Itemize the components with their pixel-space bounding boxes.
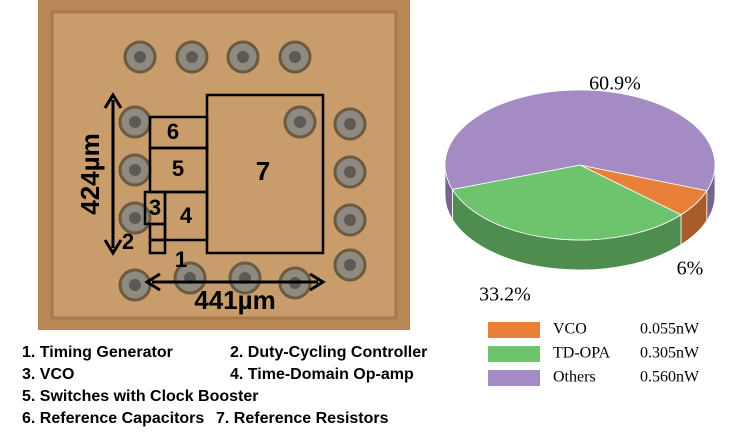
- legend-swatch: [488, 346, 540, 362]
- legend-label: VCO: [553, 321, 587, 338]
- value-label: 33.2%: [479, 284, 531, 306]
- slice: [451, 164, 682, 241]
- width-label: 441µm: [194, 285, 275, 315]
- legend-value: 0.560nW: [640, 369, 700, 386]
- legend-swatch: [488, 370, 540, 386]
- value-label: 60.9%: [589, 73, 641, 95]
- legend-item: 3. VCO: [22, 366, 74, 383]
- legend-item: 6. Reference Capacitors: [22, 410, 204, 427]
- legend-value: 0.305nW: [640, 345, 700, 362]
- pad-center: [344, 166, 356, 178]
- pad-center: [344, 214, 356, 226]
- block-labels: 1 2 3 4 5 6 7: [122, 119, 270, 272]
- pie-chart: 6% VCO 0.055nW 33.2% TD-OPA 0.305nW 60.9% Other…: [444, 73, 716, 386]
- legend-value: 0.055nW: [640, 321, 700, 338]
- legend-item: 4. Time-Domain Op-amp: [230, 366, 414, 383]
- legend-item: 1. Timing Generator: [22, 344, 173, 361]
- block-label: 1: [175, 247, 187, 272]
- pad-center: [134, 51, 146, 63]
- block-label: 7: [256, 156, 270, 186]
- block-label: 5: [172, 156, 184, 181]
- arrowheads: [103, 92, 123, 256]
- blocks: [143, 93, 325, 255]
- slice: [444, 89, 716, 192]
- legend-item: 2. Duty-Cycling Controller: [230, 344, 427, 361]
- pad-center: [129, 279, 141, 291]
- micrograph: 1 2 3 4 5 6 7 424µm 441µm: [38, 0, 410, 330]
- dimension-arrows: [103, 92, 326, 292]
- legend-swatch: [488, 322, 540, 338]
- block-label: 4: [180, 203, 193, 228]
- pad-center: [129, 116, 141, 128]
- pad-center: [186, 51, 198, 63]
- pad-center: [129, 164, 141, 176]
- pad-center: [237, 51, 249, 63]
- value-label: 6%: [677, 258, 704, 280]
- legend-item: 7. Reference Resistors: [216, 410, 389, 427]
- arrowheads: [144, 272, 326, 292]
- pad-center: [344, 259, 356, 271]
- legend-label: Others: [553, 369, 596, 386]
- pad-center: [294, 116, 306, 128]
- pad-center: [344, 118, 356, 130]
- block-outline: [148, 238, 167, 255]
- height-label: 424µm: [75, 133, 105, 214]
- legend-label: TD-OPA: [553, 345, 611, 362]
- legend-item: 5. Switches with Clock Booster: [22, 388, 259, 405]
- block-label: 2: [122, 229, 134, 254]
- block-label: 6: [167, 119, 179, 144]
- pad-center: [129, 212, 141, 224]
- block-label: 3: [149, 195, 161, 220]
- pad-center: [289, 51, 301, 63]
- block-legend: 1. Timing Generator 2. Duty-Cycling Cont…: [22, 344, 427, 427]
